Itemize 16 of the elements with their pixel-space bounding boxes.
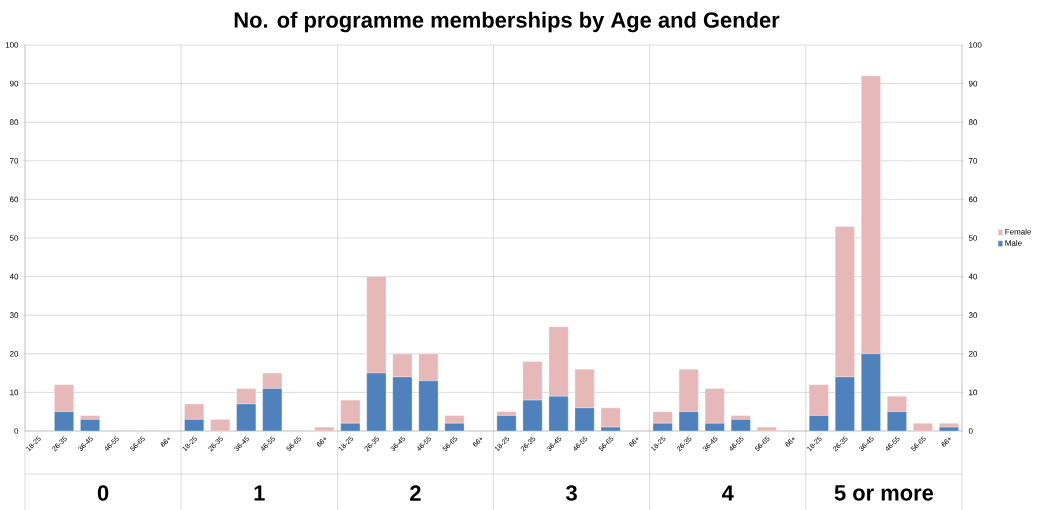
text: 3 — [565, 485, 577, 501]
bar — [600, 407, 621, 428]
bar — [314, 426, 335, 432]
bar — [913, 423, 933, 432]
bar — [80, 419, 100, 432]
text: 0 — [97, 485, 109, 501]
chart-title: No. of programme memberships by Age and Gender — [234, 11, 780, 33]
bar — [210, 419, 231, 432]
bar — [496, 415, 517, 432]
bar — [939, 426, 959, 432]
text: 4 — [721, 485, 734, 501]
bar — [756, 426, 777, 432]
text: 2 — [410, 485, 421, 501]
bar — [730, 419, 751, 432]
text: 5 or more — [834, 485, 934, 501]
text: 1 — [254, 485, 265, 501]
